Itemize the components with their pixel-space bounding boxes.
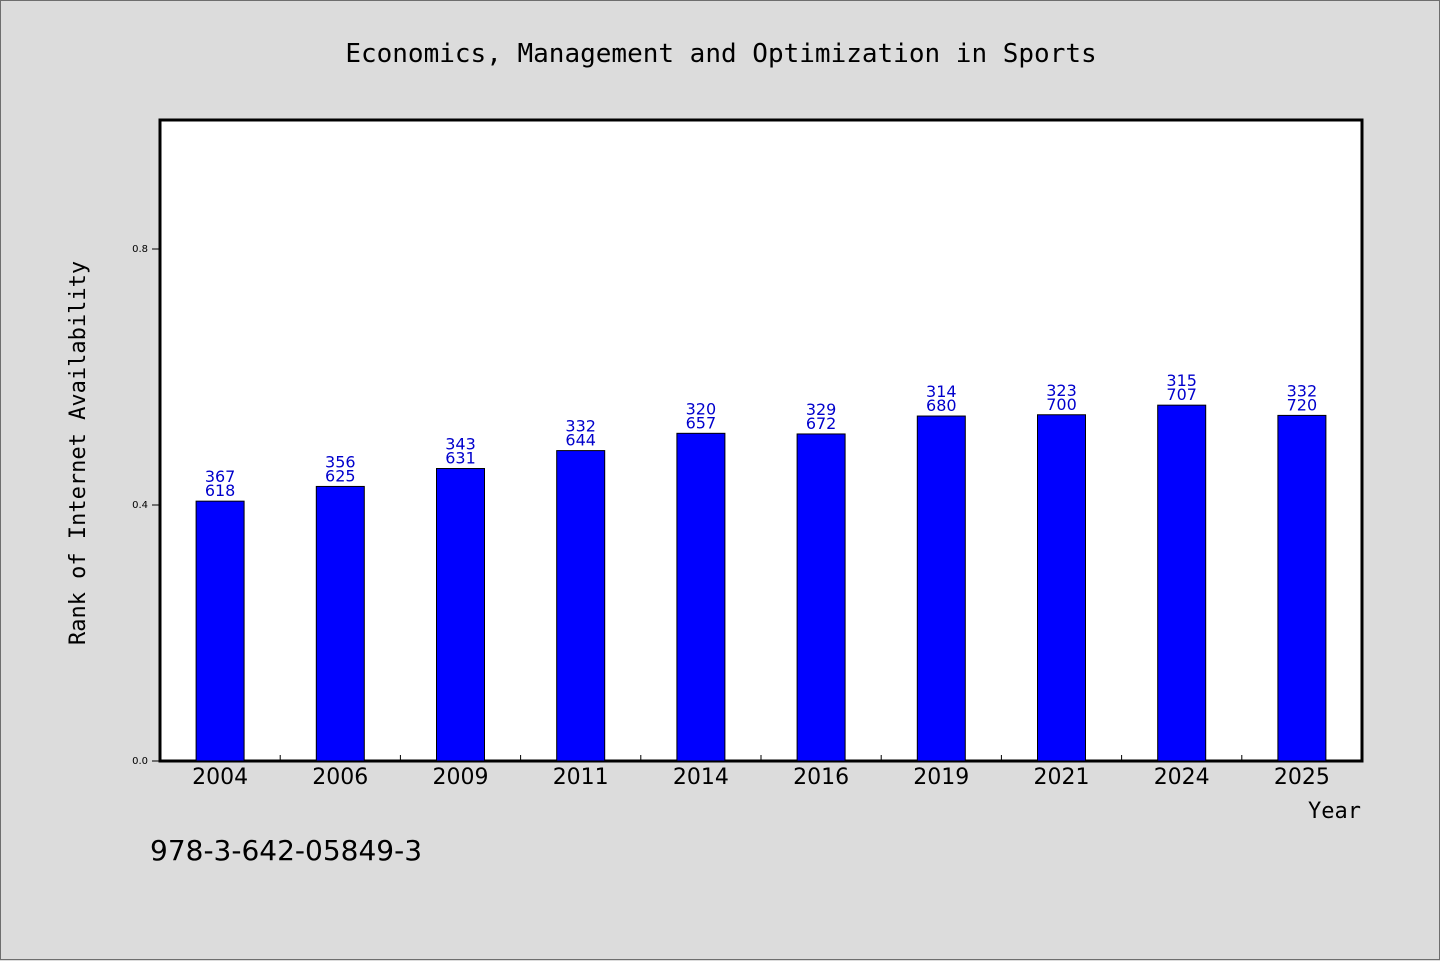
bar-2009 (436, 468, 485, 762)
data-labels: 3676183566253436313326443206573296723146… (205, 371, 1317, 500)
data-label-2019-1: 680 (926, 396, 957, 415)
data-label-2021-0: 323 (1046, 381, 1077, 400)
x-tick-label-2016: 2016 (793, 765, 849, 790)
data-label-2006-0: 356 (325, 452, 356, 471)
y-tick-label: 0.0 (132, 756, 148, 767)
bar-2025 (1277, 414, 1327, 762)
data-label-2024-0: 315 (1166, 371, 1197, 390)
bar-2019 (916, 415, 966, 762)
data-label-2004-1: 618 (205, 481, 236, 500)
x-tick-label-2021: 2021 (1034, 765, 1090, 790)
x-tick-label-2019: 2019 (913, 765, 969, 790)
y-axis-label: Rank of Internet Availability (66, 261, 91, 645)
bar-2004 (195, 500, 245, 762)
data-label-2024-1: 707 (1166, 385, 1197, 404)
bar-2006 (315, 485, 365, 762)
x-tick-label-2014: 2014 (673, 765, 729, 790)
bar-series (195, 404, 1327, 762)
x-tick-label-2025: 2025 (1274, 765, 1330, 790)
data-label-2006-1: 625 (325, 466, 356, 485)
bar-2014 (676, 432, 726, 762)
x-tick-label-2006: 2006 (312, 765, 368, 790)
x-axis-label: Year (1308, 799, 1361, 824)
data-label-2014-1: 657 (686, 413, 717, 432)
data-label-2021-1: 700 (1046, 395, 1077, 414)
data-label-2025-0: 332 (1287, 381, 1318, 400)
data-label-2009-1: 631 (445, 449, 476, 468)
y-tick-label: 0.4 (132, 500, 148, 511)
data-label-2016-1: 672 (806, 414, 837, 433)
y-tick-label: 0.8 (132, 244, 148, 255)
bar-2024 (1157, 404, 1207, 762)
data-label-2019-0: 314 (926, 382, 957, 401)
bar-2021 (1037, 414, 1086, 762)
y-axis-ticks: 0.0 0.4 0.8 (132, 244, 160, 767)
x-tick-label-2004: 2004 (192, 765, 248, 790)
footnote-isbn: 978-3-642-05849-3 (150, 834, 423, 867)
data-label-2004-0: 367 (205, 467, 236, 486)
x-tick-label-2011: 2011 (553, 765, 609, 790)
bar-2016 (796, 433, 846, 762)
x-tick-label-2024: 2024 (1154, 765, 1210, 790)
chart-title: Economics, Management and Optimization i… (345, 39, 1096, 69)
data-label-2014-0: 320 (686, 399, 717, 418)
data-label-2011-0: 332 (565, 417, 596, 436)
data-label-2009-0: 343 (445, 435, 476, 454)
bar-2011 (556, 450, 606, 762)
x-tick-label-2009: 2009 (433, 765, 489, 790)
data-label-2025-1: 720 (1287, 395, 1318, 414)
data-label-2011-1: 644 (565, 431, 596, 450)
x-axis-ticks (279, 755, 1243, 761)
x-tick-labels: 2004 2006 2009 2011 2014 2016 2019 2021 2024 2025 (192, 765, 1330, 790)
data-label-2016-0: 329 (806, 400, 837, 419)
